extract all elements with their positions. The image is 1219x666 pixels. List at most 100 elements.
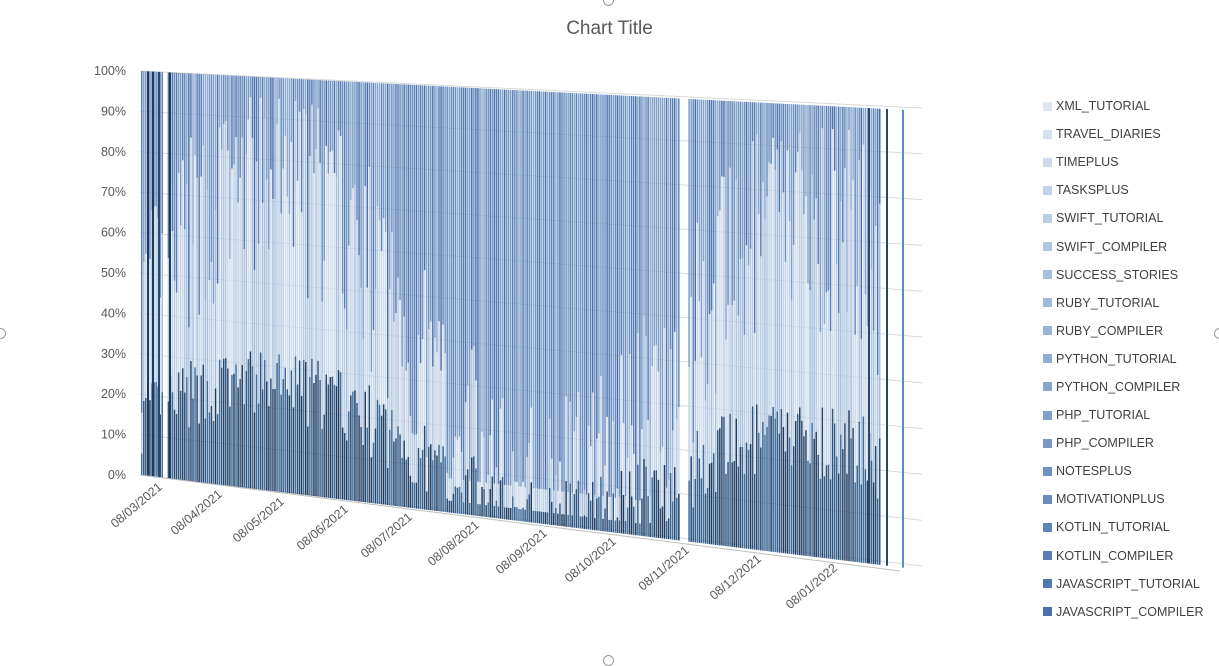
bar-segment <box>485 504 487 517</box>
bar-segment <box>331 150 334 377</box>
bar-segment <box>278 354 280 492</box>
bar <box>608 94 610 532</box>
bar-segment <box>225 357 227 486</box>
bar-segment <box>663 97 666 328</box>
bar-segment <box>458 486 461 514</box>
bar <box>399 84 401 507</box>
bar-segment <box>300 79 303 213</box>
bar-segment <box>766 426 768 552</box>
bar-segment <box>723 100 725 177</box>
bar-segment <box>501 89 504 399</box>
bar <box>817 105 819 558</box>
bar-segment <box>167 258 170 402</box>
bar-segment <box>341 427 344 500</box>
bar <box>555 92 557 526</box>
bar-segment <box>653 345 655 471</box>
bar <box>450 86 453 513</box>
bar-segment <box>817 454 819 558</box>
bar-segment <box>317 80 319 109</box>
bar-segment <box>417 448 420 509</box>
legend-swatch <box>1043 522 1052 532</box>
bar-segment <box>350 200 352 396</box>
bar-segment <box>450 86 453 479</box>
bar-segment <box>384 409 387 505</box>
bar-segment <box>395 84 397 314</box>
bar-segment <box>464 475 467 515</box>
bar-segment <box>276 362 278 492</box>
legend-item: PHP_COMPILER <box>1043 429 1204 457</box>
bar <box>704 99 707 544</box>
bar-segment <box>497 89 500 485</box>
bar-segment <box>231 374 233 487</box>
bar-segment <box>481 88 483 433</box>
bar-segment <box>372 82 375 330</box>
bar <box>376 83 379 504</box>
bar-segment <box>208 74 211 281</box>
bar-segment <box>483 88 485 438</box>
bar-segment <box>384 83 387 232</box>
bar-segment <box>589 500 592 530</box>
bar <box>407 84 409 508</box>
bar-segment <box>391 409 393 506</box>
bar-segment <box>544 512 547 525</box>
legend-swatch <box>1043 466 1052 476</box>
bar-segment <box>313 173 315 384</box>
bar-segment <box>585 494 588 518</box>
bar <box>663 97 666 539</box>
bar <box>659 97 662 539</box>
bar-segment <box>321 80 323 302</box>
bar-segment <box>766 102 768 197</box>
bar-segment <box>760 447 762 551</box>
bar-segment <box>860 484 863 563</box>
bar-segment <box>374 82 377 290</box>
bar-segment <box>879 203 881 439</box>
bar-segment <box>710 462 713 545</box>
bar-segment <box>862 107 865 145</box>
bar-segment <box>487 475 489 503</box>
bar <box>614 95 617 533</box>
bar-segment <box>829 479 832 559</box>
legend-item: SUCCESS_STORIES <box>1043 261 1204 289</box>
bar <box>731 101 733 547</box>
bar-segment <box>630 496 633 535</box>
bar <box>635 96 637 536</box>
bar-segment <box>801 170 803 421</box>
bar-segment <box>639 96 641 501</box>
bar-segment <box>362 445 364 503</box>
bar <box>147 71 149 476</box>
legend-item: KOTLIN_TUTORIAL <box>1043 513 1204 541</box>
bar-segment <box>756 134 758 405</box>
resize-handle-bottom[interactable] <box>603 655 614 666</box>
y-tick-label: 40% <box>101 306 126 320</box>
bar-segment <box>460 451 463 493</box>
bar-segment <box>507 507 510 520</box>
bar-segment <box>835 264 838 457</box>
bar <box>405 84 407 508</box>
bar-segment <box>456 87 459 440</box>
bar-segment <box>218 359 221 485</box>
bar <box>223 75 225 486</box>
bar-segment <box>368 166 371 386</box>
bar-segment <box>573 493 576 528</box>
resize-handle-right[interactable] <box>1214 328 1219 339</box>
bar-segment <box>298 360 301 495</box>
bar-segment <box>290 78 293 143</box>
bar-segment <box>866 108 869 327</box>
bar <box>307 79 309 496</box>
bar <box>854 107 856 562</box>
legend: XML_TUTORIAL TRAVEL_DIARIES TIMEPLUS TASKSP… <box>1043 92 1204 626</box>
bar-segment <box>499 408 502 481</box>
bar-segment <box>343 308 346 433</box>
bar <box>231 75 233 487</box>
bar-segment <box>466 385 469 470</box>
bar <box>645 96 647 537</box>
bar-segment <box>608 496 610 520</box>
bar-segment <box>454 486 457 514</box>
bar-segment <box>825 292 828 466</box>
bar-segment <box>745 101 748 246</box>
legend-swatch <box>1043 551 1052 561</box>
bar-segment <box>854 482 856 562</box>
bar <box>184 73 186 481</box>
bar <box>261 77 264 490</box>
